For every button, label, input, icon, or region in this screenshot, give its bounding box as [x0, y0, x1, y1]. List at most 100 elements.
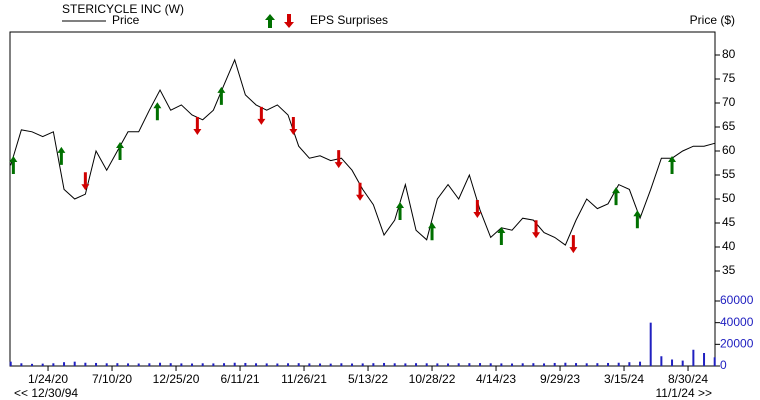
- volume-bar: [319, 363, 322, 366]
- volume-bar: [521, 363, 524, 366]
- plot-frame: [9, 31, 716, 367]
- y-tick-label: 60: [722, 143, 736, 157]
- volume-bar: [105, 363, 108, 366]
- eps-arrow: [356, 182, 365, 201]
- y-tick-label: 75: [722, 71, 736, 85]
- x-tick-label: 4/14/23: [476, 372, 516, 386]
- x-tick-label: 7/10/20: [92, 372, 132, 386]
- eps-arrow: [668, 155, 677, 174]
- eps-arrow: [569, 235, 578, 254]
- volume-bar: [31, 363, 34, 366]
- x-tick-label: 1/24/20: [28, 372, 68, 386]
- eps-arrow: [257, 106, 266, 125]
- eps-arrow: [473, 200, 482, 219]
- volume-bar: [180, 363, 183, 366]
- start-label: << 12/30/94: [14, 386, 78, 400]
- volume-bar: [511, 363, 514, 366]
- eps-arrow: [9, 155, 18, 174]
- x-tick-label: 8/30/24: [668, 372, 708, 386]
- volume-bar: [703, 353, 706, 366]
- y-tick-label: 80: [722, 47, 736, 61]
- y-tick-label: 65: [722, 119, 736, 133]
- volume-bar: [383, 362, 386, 366]
- volume-bar: [95, 362, 98, 366]
- eps-arrow: [116, 142, 125, 161]
- volume-bar: [127, 363, 130, 366]
- volume-bar: [223, 363, 226, 366]
- volume-bar: [617, 362, 620, 366]
- volume-bar: [201, 363, 204, 366]
- volume-bar: [553, 362, 556, 366]
- volume-bar: [692, 349, 695, 366]
- eps-arrow: [57, 146, 66, 165]
- eps-arrow: [428, 222, 437, 241]
- volume-bar: [607, 362, 610, 366]
- volume-bar: [265, 363, 268, 366]
- volume-bar: [169, 363, 172, 366]
- volume-bar: [191, 363, 194, 366]
- y-tick-label: 45: [722, 215, 736, 229]
- volume-bar: [84, 362, 87, 366]
- eps-arrow: [217, 86, 226, 105]
- eps-arrow: [633, 210, 642, 229]
- volume-bar: [52, 363, 55, 366]
- x-tick-label: 3/15/24: [604, 372, 644, 386]
- volume-bar: [564, 362, 567, 366]
- volume-bar: [116, 363, 119, 366]
- volume-bar: [9, 361, 12, 366]
- volume-bar: [681, 360, 684, 366]
- y2-tick-label: 60000: [720, 293, 754, 307]
- volume-bar: [340, 363, 343, 366]
- legend-price: Price: [112, 13, 140, 27]
- volume-bar: [287, 363, 290, 366]
- volume-bar: [468, 363, 471, 366]
- volume-bar: [244, 362, 247, 366]
- legend-eps-icons: [265, 14, 294, 28]
- y-tick-label: 50: [722, 191, 736, 205]
- volume-bar: [393, 363, 396, 366]
- volume-bar: [447, 363, 450, 366]
- eps-arrow: [396, 202, 405, 221]
- y-tick-label: 40: [722, 239, 736, 253]
- volume-bar: [489, 363, 492, 366]
- volume-bar: [660, 356, 663, 366]
- volume-bar: [532, 363, 535, 366]
- eps-arrow: [334, 150, 343, 169]
- volume-bar: [297, 363, 300, 366]
- price-line: [10, 58, 715, 246]
- volume-bar: [479, 363, 482, 366]
- volume-bar: [649, 322, 652, 366]
- volume-bar: [628, 362, 631, 366]
- volume-bar: [639, 361, 642, 366]
- x-tick-label: 10/28/22: [409, 372, 456, 386]
- volume-bar: [713, 357, 716, 366]
- volume-bar: [372, 363, 375, 366]
- volume-bar: [351, 363, 354, 366]
- volume-bar: [63, 362, 66, 366]
- volume-bar: [20, 363, 23, 366]
- volume-bar: [148, 363, 151, 366]
- volume-bar: [436, 363, 439, 366]
- eps-arrow: [193, 117, 202, 135]
- x-tick-label: 11/26/21: [281, 372, 327, 386]
- y-axis-label: Price ($): [690, 13, 735, 27]
- volume-bar: [596, 363, 599, 366]
- y2-tick-label: 40000: [720, 315, 754, 329]
- volume-bar: [329, 363, 332, 366]
- volume-bar: [543, 363, 546, 366]
- end-label: 11/1/24 >>: [656, 386, 713, 400]
- legend-eps: EPS Surprises: [310, 13, 388, 27]
- y2-tick-label: 0: [720, 358, 727, 372]
- y-tick-label: 55: [722, 167, 736, 181]
- x-tick-label: 12/25/20: [153, 372, 200, 386]
- volume-bar: [212, 363, 215, 366]
- volume-bar: [585, 363, 588, 366]
- x-tick-label: 9/29/23: [540, 372, 580, 386]
- eps-arrow: [612, 187, 621, 206]
- y-tick-label: 70: [722, 95, 736, 109]
- eps-arrow: [153, 102, 162, 121]
- volume-bar: [276, 363, 279, 366]
- volume-bar: [73, 361, 76, 366]
- volume-bar: [255, 363, 258, 366]
- volume-bar: [404, 363, 407, 366]
